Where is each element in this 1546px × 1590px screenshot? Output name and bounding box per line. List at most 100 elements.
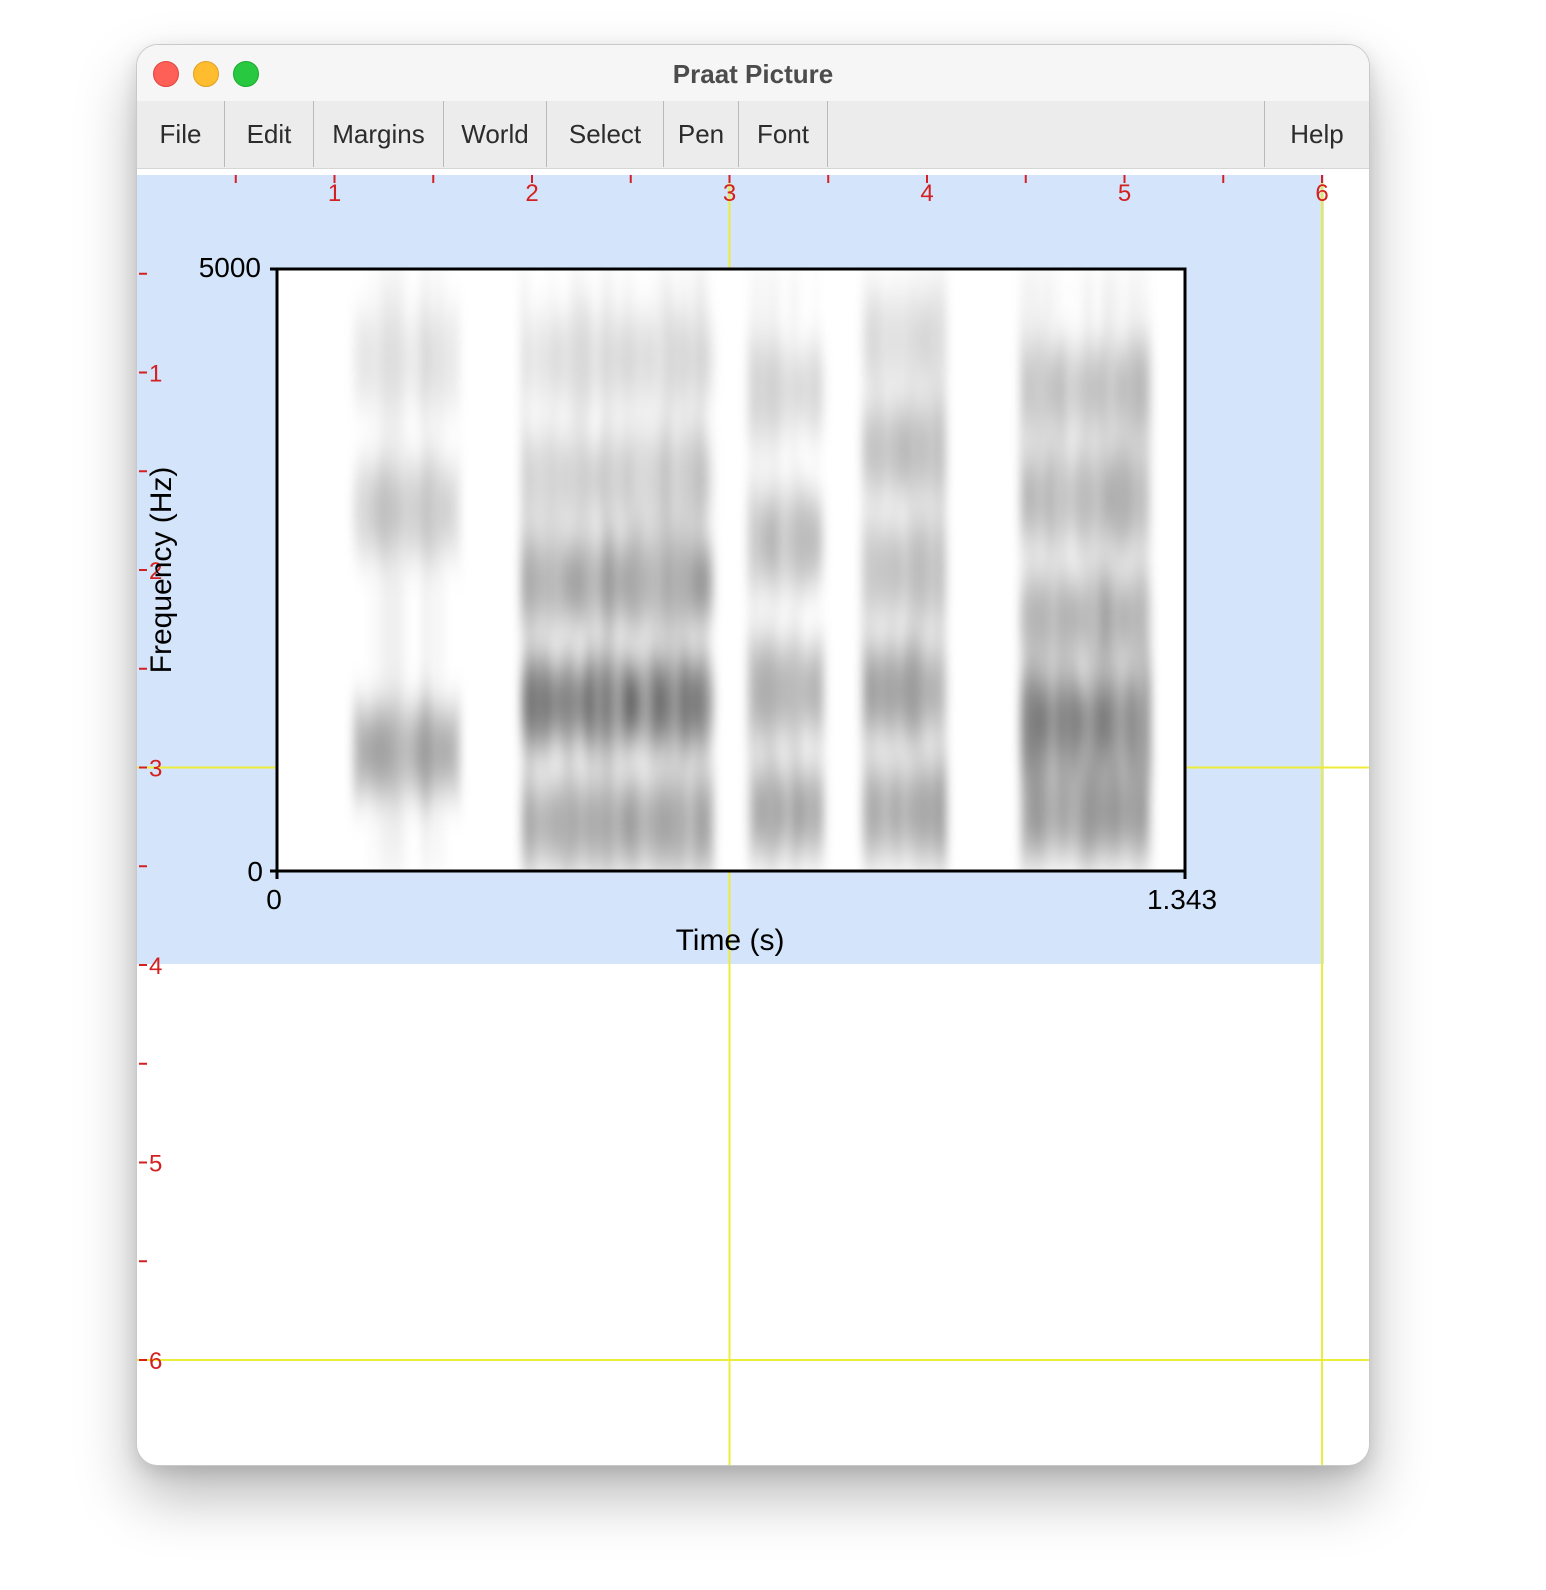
spectrogram-band bbox=[567, 650, 570, 755]
spectrogram-striation bbox=[895, 269, 898, 871]
spectrogram-band bbox=[928, 404, 931, 495]
spectrogram-band bbox=[627, 536, 630, 628]
spectrogram-band bbox=[883, 645, 886, 736]
minimize-window-button[interactable] bbox=[193, 61, 219, 87]
menu-select[interactable]: Select bbox=[547, 101, 664, 167]
spectrogram-band bbox=[657, 787, 660, 858]
menu-margins[interactable]: Margins bbox=[314, 101, 444, 167]
spectrogram-band bbox=[558, 431, 561, 528]
spectrogram-band bbox=[678, 527, 681, 637]
spectrogram-striation bbox=[1135, 269, 1138, 871]
spectrogram-band bbox=[1030, 354, 1033, 424]
spectrogram-striation bbox=[910, 269, 913, 871]
menu-edit[interactable]: Edit bbox=[225, 101, 314, 167]
spectrogram-band bbox=[803, 658, 806, 722]
left-ruler: 1 2 3 4 5 6 bbox=[139, 272, 162, 1375]
spectrogram-band bbox=[761, 780, 764, 841]
spectrogram-band bbox=[543, 792, 546, 853]
spectrogram-striation bbox=[916, 269, 919, 871]
spectrogram-band bbox=[1138, 756, 1141, 865]
spectrogram-band bbox=[543, 321, 546, 398]
window-title: Praat Picture bbox=[672, 59, 834, 89]
spectrogram-band bbox=[408, 710, 411, 791]
spectrogram-band bbox=[904, 640, 907, 740]
spectrogram-band bbox=[546, 664, 549, 740]
spectrogram-band bbox=[1144, 447, 1147, 548]
spectrogram-band bbox=[615, 792, 618, 853]
spectrogram-band bbox=[794, 655, 797, 726]
spectrogram-striation bbox=[773, 269, 775, 871]
spectrogram-band bbox=[558, 317, 561, 401]
zoom-window-button[interactable] bbox=[233, 61, 259, 87]
spectrogram-band bbox=[934, 766, 937, 856]
spectrogram-band bbox=[570, 661, 573, 744]
menu-world[interactable]: World bbox=[444, 101, 547, 167]
spectrogram-striation bbox=[429, 269, 431, 871]
spectrogram-band bbox=[354, 318, 357, 401]
spectrogram-band bbox=[794, 504, 797, 575]
spectrogram-band bbox=[621, 548, 624, 616]
spectrogram-band bbox=[809, 773, 812, 849]
spectrogram-band bbox=[561, 318, 564, 401]
spectrogram-striation bbox=[663, 269, 665, 871]
spectrogram-band bbox=[1093, 770, 1096, 852]
spectrogram-band bbox=[654, 543, 657, 621]
spectrogram-band bbox=[540, 781, 543, 865]
spectrogram-band bbox=[639, 662, 642, 743]
close-window-button[interactable] bbox=[153, 61, 179, 87]
spectrogram-band bbox=[567, 445, 570, 514]
spectrogram-band bbox=[432, 325, 435, 394]
spectrogram-band bbox=[594, 545, 597, 619]
spectrogram-band bbox=[862, 413, 865, 486]
spectrogram-band bbox=[767, 760, 770, 861]
menu-font[interactable]: Font bbox=[739, 101, 828, 167]
spectrogram-band bbox=[862, 306, 865, 377]
spectrogram-striation bbox=[399, 269, 401, 871]
menu-pen[interactable]: Pen bbox=[664, 101, 739, 167]
spectrogram-striation bbox=[865, 269, 868, 871]
spectrogram-band bbox=[549, 426, 552, 534]
spectrogram-band bbox=[618, 785, 621, 861]
picture-canvas[interactable]: 1 2 3 4 5 6 1 2 3 4 5 6 5000 0 0 1.343 Time (s) bbox=[137, 175, 1369, 1465]
spectrogram-band bbox=[862, 521, 865, 619]
spectrogram-band bbox=[390, 479, 393, 540]
spectrogram-band bbox=[585, 665, 588, 740]
spectrogram-band bbox=[1123, 678, 1126, 763]
spectrogram-band bbox=[657, 323, 660, 396]
spectrogram-band bbox=[889, 296, 892, 387]
spectrogram-band bbox=[360, 463, 363, 557]
spectrogram-striation bbox=[1045, 269, 1048, 871]
spectrogram-band bbox=[534, 791, 537, 855]
spectrogram-image bbox=[354, 269, 1150, 871]
spectrogram-band bbox=[1051, 576, 1054, 660]
spectrogram-band bbox=[1129, 334, 1132, 445]
spectrogram-striation bbox=[603, 269, 605, 871]
spectrogram-band bbox=[761, 336, 764, 443]
spectrogram-band bbox=[889, 418, 892, 481]
spectrogram-band bbox=[357, 309, 360, 409]
spectrogram-band bbox=[1039, 765, 1042, 857]
menu-help[interactable]: Help bbox=[1264, 101, 1369, 167]
spectrogram-striation bbox=[776, 269, 778, 871]
spectrogram-striation bbox=[1105, 269, 1108, 871]
spectrogram-band bbox=[378, 463, 381, 556]
spectrogram-band bbox=[874, 416, 877, 483]
spectrogram-band bbox=[642, 652, 645, 753]
spectrogram-band bbox=[1069, 340, 1072, 439]
spectrogram-band bbox=[594, 325, 597, 394]
spectrogram-band bbox=[642, 789, 645, 856]
spectrogram-band bbox=[621, 782, 624, 863]
spectrogram-band bbox=[883, 528, 886, 612]
spectrogram-band bbox=[675, 768, 678, 871]
spectrogram-band bbox=[1144, 667, 1147, 774]
spectrogram-band bbox=[627, 432, 630, 527]
spectrogram-band bbox=[633, 539, 636, 625]
spectrogram-band bbox=[1030, 670, 1033, 771]
spectrogram-striation bbox=[669, 269, 671, 871]
spectrogram-band bbox=[1066, 683, 1069, 758]
menu-file[interactable]: File bbox=[137, 101, 225, 167]
spectrogram-band bbox=[898, 527, 901, 613]
spectrogram-striation bbox=[1132, 269, 1135, 871]
spectrogram-band bbox=[648, 663, 651, 742]
spectrogram-band bbox=[411, 456, 414, 564]
